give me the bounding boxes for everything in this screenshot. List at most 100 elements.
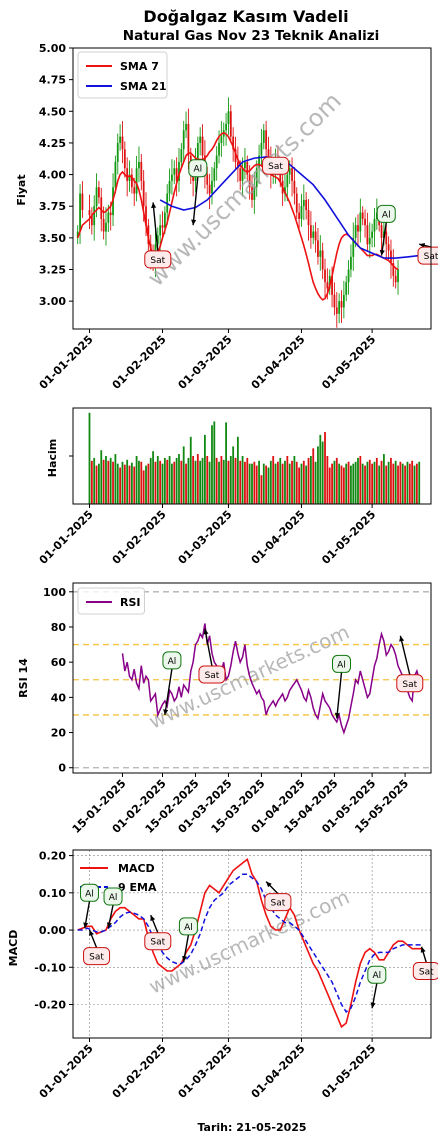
volume-bar: [203, 434, 206, 504]
signal-box-sell: [396, 674, 424, 693]
volume-xtick-label: 01-03-2025: [176, 508, 235, 567]
macd-ytick-label: 0.10: [39, 887, 66, 900]
price-ytick-label: 4.75: [39, 74, 66, 87]
price-candle: [364, 218, 366, 226]
signal-arrow-head: [163, 709, 169, 715]
price-candle: [251, 187, 253, 200]
volume-bar: [284, 460, 286, 504]
price-candle: [192, 174, 195, 181]
volume-bar: [119, 467, 122, 504]
price-candle: [173, 168, 176, 175]
price-candle: [225, 123, 227, 131]
price-candle: [196, 142, 199, 162]
rsi-ytick-label: 20: [51, 727, 67, 740]
volume-bar: [236, 436, 239, 504]
price-xtick-label: 01-01-2025: [37, 333, 96, 392]
price-candle: [385, 231, 388, 245]
signal-arrow: [164, 668, 173, 716]
volume-bar: [180, 460, 183, 504]
volume-bar: [211, 425, 213, 504]
price-candle: [93, 206, 96, 226]
signal-box-sell: [144, 250, 172, 269]
volume-bar: [253, 461, 256, 504]
signal-arrow: [204, 628, 213, 667]
price-candle: [128, 174, 131, 181]
signal-box-buy: [367, 965, 387, 984]
volume-bar: [326, 456, 329, 504]
volume-bar: [413, 465, 416, 504]
volume-bar: [258, 460, 260, 504]
volume-bar: [149, 457, 152, 504]
volume-bar: [267, 467, 270, 504]
signal-arrow-head: [83, 922, 89, 929]
price-candle: [76, 231, 79, 238]
price-ytick-label: 3.25: [39, 264, 66, 277]
volume-bar: [109, 457, 112, 504]
volume-bar: [145, 465, 147, 504]
signal-arrow-head: [106, 922, 112, 929]
volume-bar: [112, 461, 114, 504]
volume-xtick-label: 01-02-2025: [110, 508, 169, 567]
price-candle: [338, 301, 341, 314]
volume-bar: [408, 463, 411, 504]
signal-box-sell: [144, 932, 172, 951]
volume-bar: [218, 461, 220, 504]
rsi-axes-frame: [72, 582, 432, 774]
volume-bar: [371, 463, 374, 504]
signal-label-buy: Al: [168, 657, 177, 667]
price-candle: [326, 282, 329, 289]
volume-bar: [279, 457, 282, 504]
chart-subtitle: Natural Gas Nov 23 Teknik Analizi: [123, 28, 379, 44]
signal-label-buy: Al: [372, 971, 381, 981]
rsi-ytick-label: 60: [51, 656, 67, 669]
price-ytick-label: 3.75: [39, 200, 66, 213]
price-candle: [135, 168, 138, 194]
volume-bar: [274, 463, 277, 504]
price-candle: [335, 307, 338, 314]
macd-ytick-label: 0.20: [39, 850, 66, 863]
volume-bar: [404, 465, 406, 504]
volume-bar: [382, 454, 385, 504]
price-panel: Fiyat 3.00 3.25 3.50 3.75 4.00 4.25 4.50 4.75 5.…: [15, 42, 438, 392]
price-ytick-label: 4.25: [39, 137, 66, 150]
price-candle: [229, 111, 232, 137]
price-candle: [350, 256, 352, 270]
volume-bar: [159, 460, 162, 504]
rsi-ytick-label: 80: [51, 621, 67, 634]
volume-bar: [307, 457, 310, 504]
price-candle: [265, 130, 268, 150]
price-candle: [392, 263, 395, 276]
price-candle: [359, 212, 362, 232]
volume-bar: [260, 475, 263, 504]
price-ytick-label: 4.50: [39, 105, 66, 118]
volume-bar: [418, 461, 421, 504]
price-candle: [185, 123, 187, 131]
price-candle: [234, 149, 237, 162]
signal-box-buy: [332, 654, 351, 673]
volume-bar: [185, 463, 187, 504]
volume-bar: [105, 456, 107, 504]
volume-bar: [338, 463, 341, 504]
volume-bar: [222, 459, 225, 504]
volume-bar: [133, 466, 136, 504]
price-candle: [373, 218, 376, 232]
price-candle: [208, 184, 211, 194]
signal-arrow: [336, 672, 343, 719]
price-candle: [199, 136, 202, 143]
price-candle: [300, 206, 303, 219]
volume-bar: [359, 456, 362, 504]
macd-ylabel: MACD: [7, 930, 20, 967]
volume-bar: [187, 457, 190, 504]
price-ylabel: Fiyat: [15, 174, 28, 205]
volume-bar: [269, 460, 272, 504]
volume-bar: [201, 457, 204, 504]
volume-bar: [208, 461, 211, 504]
price-candle: [138, 161, 140, 169]
volume-bar: [244, 461, 246, 504]
macd-ytick-label: 0.00: [39, 924, 66, 937]
volume-bar: [331, 463, 333, 504]
volume-bar: [312, 448, 315, 504]
signal-box-sell: [198, 665, 226, 684]
volume-bar: [291, 460, 293, 504]
price-candle: [298, 212, 301, 219]
